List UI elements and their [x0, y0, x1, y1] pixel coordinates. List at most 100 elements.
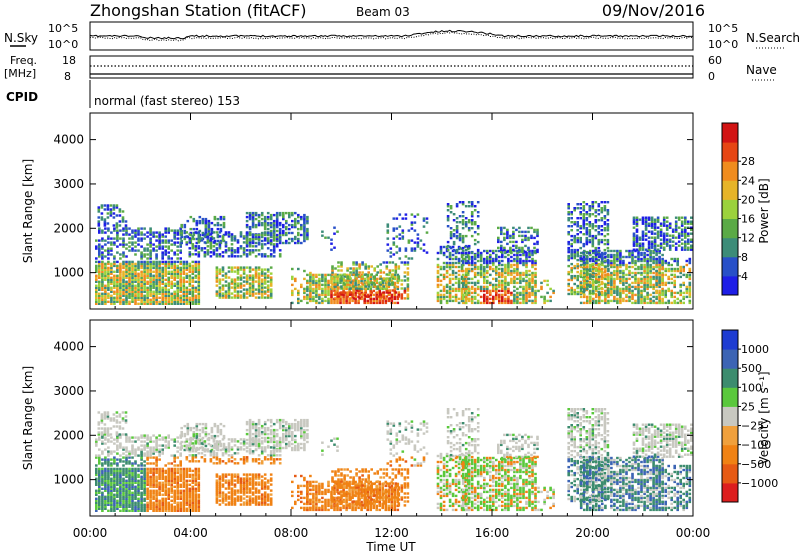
data-cell [263, 255, 267, 258]
data-cell [242, 235, 246, 238]
data-cell [436, 291, 440, 295]
data-cell [218, 272, 222, 275]
data-cell [622, 277, 625, 281]
data-cell [460, 255, 464, 259]
data-cell [188, 296, 192, 299]
data-cell [625, 277, 628, 281]
data-cell [125, 503, 128, 506]
data-cell [579, 211, 582, 214]
data-cell [348, 285, 351, 289]
data-cell [149, 300, 152, 303]
data-cell [528, 299, 531, 303]
data-cell [603, 234, 607, 238]
data-cell [173, 253, 176, 256]
data-cell [149, 249, 152, 252]
data-cell [594, 215, 598, 218]
data-cell [388, 289, 392, 292]
data-cell [586, 283, 589, 287]
data-cell [263, 223, 267, 227]
data-cell [448, 277, 452, 281]
data-cell [248, 213, 252, 217]
data-cell [275, 217, 279, 221]
data-cell [336, 281, 339, 285]
data-cell [131, 292, 134, 295]
data-cell [155, 300, 158, 303]
data-cell [661, 263, 664, 267]
data-cell [352, 271, 355, 274]
data-cell [134, 253, 137, 256]
data-cell [233, 294, 237, 297]
data-cell [579, 273, 583, 277]
data-cell [134, 292, 137, 295]
colorbar-tick-label: 20 [741, 193, 755, 206]
data-cell [345, 273, 348, 277]
data-cell [613, 255, 616, 259]
data-cell [122, 505, 125, 508]
data-cell [104, 294, 107, 297]
data-cell [479, 259, 483, 263]
data-cell [98, 229, 101, 232]
data-cell [625, 255, 628, 259]
data-cell [653, 222, 657, 225]
data-cell [454, 255, 458, 259]
data-cell [327, 299, 330, 303]
data-cell [257, 239, 261, 242]
data-cell [576, 270, 579, 274]
data-cell [98, 296, 101, 299]
data-cell [336, 301, 339, 305]
data-cell [522, 285, 525, 289]
data-cell [461, 253, 465, 257]
data-cell [635, 220, 639, 223]
data-cell [224, 296, 228, 299]
data-cell [152, 280, 155, 283]
data-cell [534, 295, 537, 299]
data-cell [266, 241, 270, 245]
data-cell [134, 485, 137, 488]
data-cell [516, 257, 519, 261]
data-cell [576, 276, 579, 280]
data-cell [534, 259, 537, 263]
data-cell [461, 251, 465, 255]
data-cell [149, 251, 152, 254]
data-cell [134, 241, 137, 244]
data-cell [155, 260, 158, 264]
data-cell [197, 270, 201, 273]
data-cell [222, 223, 226, 227]
data-cell [448, 281, 452, 285]
data-cell [98, 487, 101, 490]
data-cell [677, 236, 681, 239]
data-cell [239, 231, 243, 234]
data-cell [403, 261, 407, 264]
data-cell [113, 257, 116, 260]
data-cell [260, 296, 264, 299]
data-cell [224, 272, 228, 275]
data-cell [170, 249, 173, 252]
data-cell [589, 281, 592, 285]
data-cell [492, 259, 495, 263]
data-cell [185, 276, 189, 279]
data-cell [525, 253, 528, 257]
data-cell [597, 240, 601, 244]
data-cell [470, 227, 474, 230]
data-cell [680, 238, 684, 241]
data-cell [451, 287, 455, 291]
data-cell [209, 233, 213, 236]
freq-panel-frame [89, 55, 694, 79]
data-cell [143, 290, 146, 293]
data-cell [361, 263, 364, 266]
data-cell [101, 467, 104, 471]
data-cell [155, 274, 158, 277]
data-cell [597, 258, 601, 262]
data-cell [179, 280, 182, 283]
data-cell [203, 251, 207, 254]
data-cell [476, 301, 480, 305]
data-cell [110, 469, 113, 473]
data-cell [634, 281, 637, 285]
data-cell [665, 216, 669, 219]
data-cell [167, 241, 170, 244]
data-cell [607, 301, 610, 305]
data-cell [467, 291, 471, 295]
data-cell [116, 475, 119, 478]
data-cell [357, 295, 360, 299]
data-cell [492, 287, 495, 291]
